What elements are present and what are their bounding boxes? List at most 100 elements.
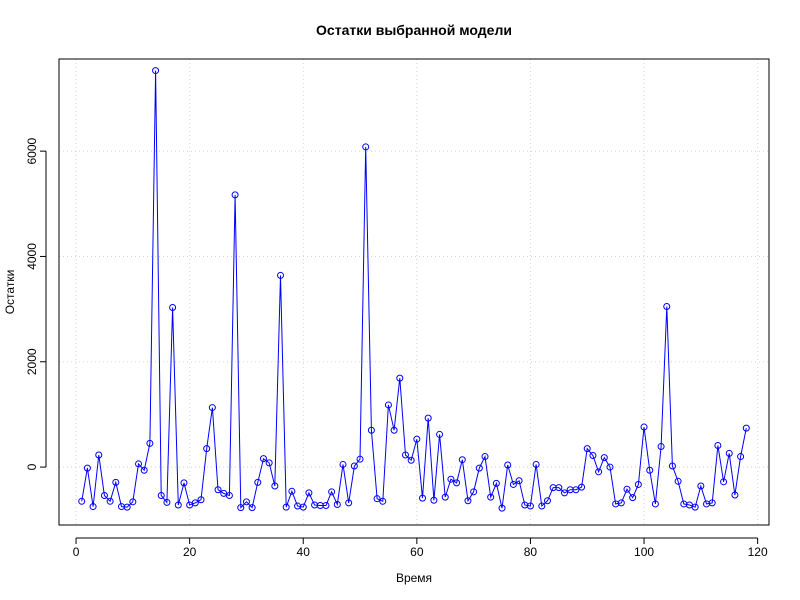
data-point <box>106 497 114 505</box>
data-point <box>640 423 648 431</box>
chart-title: Остатки выбранной модели <box>316 22 512 38</box>
data-point <box>589 451 597 459</box>
data-point <box>174 501 182 509</box>
data-point <box>129 498 137 506</box>
data-point <box>538 502 546 510</box>
data-point <box>339 460 347 468</box>
data-point <box>180 479 188 487</box>
data-point <box>140 466 148 474</box>
data-point <box>78 497 86 505</box>
data-point <box>379 497 387 505</box>
data-point <box>237 504 245 512</box>
plot-frame <box>58 58 770 526</box>
data-point <box>668 462 676 470</box>
series-line <box>81 70 747 509</box>
data-point <box>350 462 358 470</box>
data-point <box>606 463 614 471</box>
data-point <box>390 426 398 434</box>
data-point <box>657 443 665 451</box>
data-point <box>532 460 540 468</box>
data-point <box>254 478 262 486</box>
data-point <box>225 492 233 500</box>
data-point <box>458 456 466 464</box>
data-point <box>373 495 381 503</box>
data-point <box>697 482 705 490</box>
data-point <box>515 477 523 485</box>
data-point <box>720 478 728 486</box>
data-point <box>333 500 341 508</box>
x-tick-label: 20 <box>183 545 197 559</box>
data-point <box>509 480 517 488</box>
data-point <box>384 401 392 409</box>
data-point <box>674 477 682 485</box>
data-point <box>504 461 512 469</box>
data-point <box>288 487 296 495</box>
data-point <box>242 498 250 506</box>
data-point <box>526 502 534 510</box>
data-point <box>475 464 483 472</box>
data-point <box>464 497 472 505</box>
data-point <box>146 439 154 447</box>
data-point <box>83 464 91 472</box>
data-point <box>231 191 239 199</box>
data-point <box>646 466 654 474</box>
x-axis: 0 20 40 60 80 100 120 <box>73 537 768 559</box>
data-point <box>708 499 716 507</box>
data-point <box>498 504 506 512</box>
data-point <box>595 468 603 476</box>
data-point <box>487 493 495 501</box>
data-point <box>629 494 637 502</box>
data-point <box>123 503 131 511</box>
y-axis-label: Остатки <box>3 270 17 315</box>
data-point <box>725 449 733 457</box>
data-point <box>362 143 370 151</box>
y-tick-label: 6000 <box>25 137 39 164</box>
x-tick-label: 60 <box>410 545 424 559</box>
data-point <box>89 503 97 511</box>
data-point <box>322 502 330 510</box>
data-point <box>731 491 739 499</box>
data-point <box>356 455 364 463</box>
data-point <box>345 499 353 507</box>
x-tick-label: 80 <box>524 545 538 559</box>
data-point <box>299 503 307 511</box>
data-point <box>203 445 211 453</box>
data-point <box>157 492 165 500</box>
data-point <box>152 67 160 75</box>
data-point <box>328 488 336 496</box>
data-point <box>259 455 267 463</box>
data-point <box>572 486 580 494</box>
data-point <box>555 484 563 492</box>
data-point <box>419 494 427 502</box>
data-point <box>265 459 273 467</box>
y-tick-label: 2000 <box>25 348 39 375</box>
data-point <box>742 424 750 432</box>
data-point <box>413 435 421 443</box>
data-point <box>481 453 489 461</box>
data-point <box>95 451 103 459</box>
data-point <box>623 485 631 493</box>
data-point <box>248 504 256 512</box>
x-tick-label: 40 <box>297 545 311 559</box>
data-series <box>78 67 750 512</box>
data-point <box>441 493 449 501</box>
data-point <box>407 456 415 464</box>
data-point <box>634 480 642 488</box>
data-point <box>396 374 404 382</box>
data-point <box>277 271 285 279</box>
data-point <box>271 482 279 490</box>
data-point <box>401 451 409 459</box>
grid <box>59 59 769 525</box>
data-point <box>135 460 143 468</box>
data-point <box>430 496 438 504</box>
x-tick-label: 100 <box>634 545 654 559</box>
data-point <box>578 483 586 491</box>
data-point <box>492 479 500 487</box>
data-point <box>600 454 608 462</box>
data-point <box>424 414 432 422</box>
data-point <box>470 488 478 496</box>
data-point <box>169 304 177 312</box>
data-point <box>561 489 569 497</box>
data-point <box>163 498 171 506</box>
